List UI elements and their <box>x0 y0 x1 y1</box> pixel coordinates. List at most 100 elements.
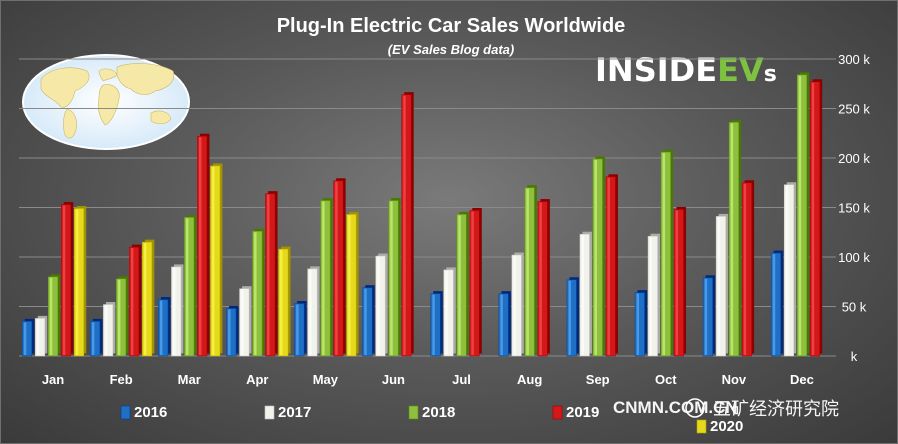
bar-2016-mar-highlight <box>159 300 163 355</box>
bar-2016-jan-highlight <box>23 322 27 355</box>
bar-2018-nov <box>728 122 739 357</box>
bar-2016-aug-highlight <box>500 294 503 355</box>
bar-2018-apr-highlight <box>254 232 257 355</box>
bar-2016-jul <box>430 293 441 357</box>
bar-2018-sep-highlight <box>594 159 597 355</box>
bar-2019-nov-highlight <box>743 183 747 355</box>
y-tick-label: 50 k <box>842 300 867 315</box>
x-tick-label: Apr <box>246 372 268 387</box>
legend-label-2016: 2016 <box>134 404 167 421</box>
logo-part-inside: INSIDE <box>595 51 717 89</box>
bar-2018-feb-highlight <box>117 279 121 355</box>
bar-2018-mar-highlight <box>185 218 189 355</box>
bar-2016-jun-highlight <box>364 288 367 355</box>
bar-2017-apr-highlight <box>241 289 244 355</box>
bar-2020-mar-highlight <box>211 166 215 355</box>
bar-2017-dec-highlight <box>785 185 789 355</box>
bar-2017-jul <box>443 269 454 357</box>
x-tick-label: Dec <box>790 372 814 387</box>
bar-2019-apr-highlight <box>267 194 270 355</box>
bar-2018-jul-highlight <box>458 215 461 355</box>
bar-2016-aug <box>498 293 509 357</box>
bar-2017-may-highlight <box>309 269 312 355</box>
bar-2019-feb-highlight <box>130 248 134 355</box>
bar-2019-may-highlight <box>335 181 338 355</box>
bar-2016-dec-highlight <box>772 254 776 355</box>
bar-2018-jun <box>388 200 399 357</box>
bar-2018-nov-highlight <box>730 123 734 355</box>
bar-2016-sep-highlight <box>568 280 571 355</box>
x-tick-label: Jun <box>382 372 405 387</box>
bar-2019-mar-highlight <box>198 137 202 355</box>
bar-2016-feb <box>90 321 101 357</box>
bar-2016-feb-highlight <box>91 322 95 355</box>
bar-2019-aug <box>537 201 548 357</box>
world-map-icon <box>22 54 190 150</box>
grid-lines <box>19 58 836 357</box>
bar-2017-jun-highlight <box>377 257 380 355</box>
bars-group <box>22 72 823 357</box>
bar-2017-sep-highlight <box>581 235 584 355</box>
bar-2018-jan-highlight <box>49 277 53 355</box>
bar-2020-feb <box>142 241 153 357</box>
x-axis-ticks: Jan Feb Mar Apr May Jun Jul Aug Sep Oct Nov Dec <box>42 372 814 387</box>
bar-2019-dec <box>809 81 820 357</box>
bar-2019-jan <box>61 204 72 357</box>
bar-2017-feb <box>103 304 114 357</box>
bar-2019-nov <box>741 182 752 357</box>
bar-2016-sep <box>566 279 577 357</box>
bar-2016-oct-highlight <box>636 293 640 355</box>
x-tick-label: Feb <box>110 372 133 387</box>
watermark-latin: CNMN.COM.CN <box>613 398 738 417</box>
x-tick-label: Jul <box>452 372 471 387</box>
bar-2019-apr <box>265 193 276 357</box>
bar-2017-jun <box>375 255 386 357</box>
bar-2016-jun <box>362 287 373 357</box>
chart-title: Plug-In Electric Car Sales Worldwide <box>277 15 626 37</box>
bar-2018-may <box>320 200 331 357</box>
y-tick-label: 150 k <box>838 201 870 216</box>
bar-2017-mar-highlight <box>172 267 176 355</box>
bar-2016-nov-highlight <box>704 278 708 355</box>
bar-2016-dec <box>770 252 781 357</box>
legend-swatch-2017 <box>264 405 275 420</box>
bar-2017-sep <box>579 233 590 357</box>
y-tick-label: 200 k <box>838 151 870 166</box>
bar-2018-sep <box>592 158 603 357</box>
watermark: CNMN.COM.CN 五矿经济研究院 <box>613 398 839 420</box>
bar-2017-oct-highlight <box>649 237 653 355</box>
bar-2020-may <box>346 214 357 357</box>
bar-2019-mar <box>197 135 208 357</box>
bar-2020-mar <box>210 165 221 357</box>
bar-2017-aug-highlight <box>513 256 516 355</box>
chart-subtitle: (EV Sales Blog data) <box>388 42 514 57</box>
bar-2019-jun-highlight <box>403 95 406 355</box>
x-tick-label: Oct <box>655 372 677 387</box>
bar-2018-jan <box>48 276 59 357</box>
y-tick-label: k <box>851 349 858 364</box>
bar-2019-aug-highlight <box>539 202 542 355</box>
bar-2018-jul <box>456 214 467 357</box>
bar-2017-jul-highlight <box>445 270 448 355</box>
x-tick-label: Sep <box>586 372 610 387</box>
bar-2019-dec-highlight <box>811 82 815 356</box>
bar-2017-mar <box>171 266 182 357</box>
bar-2019-sep-highlight <box>607 177 610 355</box>
bar-2017-apr <box>239 288 250 357</box>
bar-2019-jul <box>469 210 480 357</box>
logo-part-ev: EV <box>717 51 764 89</box>
bar-2017-feb-highlight <box>104 305 108 355</box>
bar-2020-apr-highlight <box>280 250 283 355</box>
bar-2018-feb <box>116 278 127 357</box>
bar-2017-jan <box>35 318 46 357</box>
y-tick-label: 250 k <box>838 102 870 117</box>
bar-2018-dec <box>796 74 807 357</box>
bar-2017-aug <box>511 254 522 357</box>
bar-2016-oct <box>634 292 645 357</box>
bar-2016-apr-highlight <box>228 309 231 355</box>
bar-2019-jun <box>401 94 412 357</box>
y-tick-label: 100 k <box>838 250 870 265</box>
bar-2020-apr <box>278 248 289 357</box>
x-tick-label: Mar <box>178 372 201 387</box>
